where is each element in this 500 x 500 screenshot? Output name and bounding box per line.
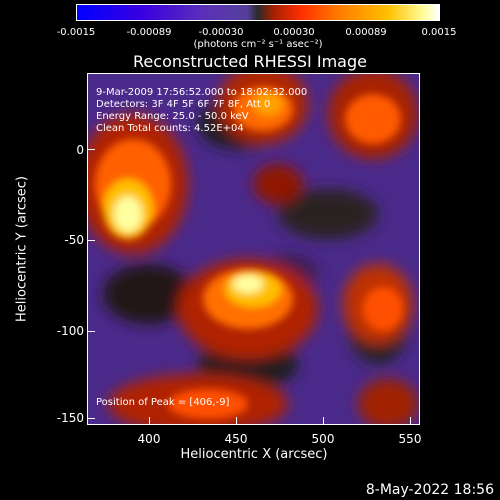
x-tick-label: 500 [311, 432, 335, 446]
x-tick-mark [323, 417, 324, 425]
x-tick-label: 550 [398, 432, 422, 446]
y-tick-mark [87, 149, 95, 150]
y-tick-mark [87, 331, 95, 332]
colorbar-tick: 0.00089 [345, 27, 387, 38]
colorbar-units: (photons cm⁻² s⁻¹ asec⁻²) [193, 39, 323, 50]
x-axis-label: Heliocentric X (arcsec) [180, 447, 328, 462]
y-tick-label: -150 [56, 411, 84, 425]
energy-range: Energy Range: 25.0 - 50.0 keV [96, 111, 249, 122]
x-tick-label: 400 [137, 432, 161, 446]
colorbar-tick: -0.00089 [126, 27, 172, 38]
x-tick-mark [410, 417, 411, 425]
colorbar-tick: -0.0015 [56, 27, 96, 38]
y-tick-mark [87, 240, 95, 241]
colorbar [76, 4, 440, 21]
x-tick-mark [149, 417, 150, 425]
generation-date: 8-May-2022 18:56 [365, 482, 494, 498]
y-tick-label: -50 [64, 233, 84, 247]
colorbar-tick: 0.00030 [273, 27, 315, 38]
time-range: 9-Mar-2009 17:56:52.000 to 18:02:32.000 [96, 87, 308, 98]
rhessi-image [87, 73, 420, 425]
colorbar-tick: -0.00030 [198, 27, 244, 38]
clean-info: Clean Total counts: 4.52E+04 [96, 123, 244, 134]
rhessi-image-map [88, 74, 419, 424]
x-tick-mark [236, 417, 237, 425]
colorbar-tick: 0.0015 [421, 27, 457, 38]
y-axis-label: Heliocentric Y (arcsec) [14, 176, 30, 322]
y-tick-label: 0 [76, 143, 84, 157]
y-tick-label: -100 [56, 324, 84, 338]
peak-position: Position of Peak = [406,-9] [96, 397, 230, 408]
image-title: Reconstructed RHESSI Image [133, 52, 367, 71]
detectors-info: Detectors: 3F 4F 5F 6F 7F 8F, Att 0 [96, 99, 271, 110]
y-tick-mark [87, 418, 95, 419]
x-tick-label: 450 [224, 432, 248, 446]
